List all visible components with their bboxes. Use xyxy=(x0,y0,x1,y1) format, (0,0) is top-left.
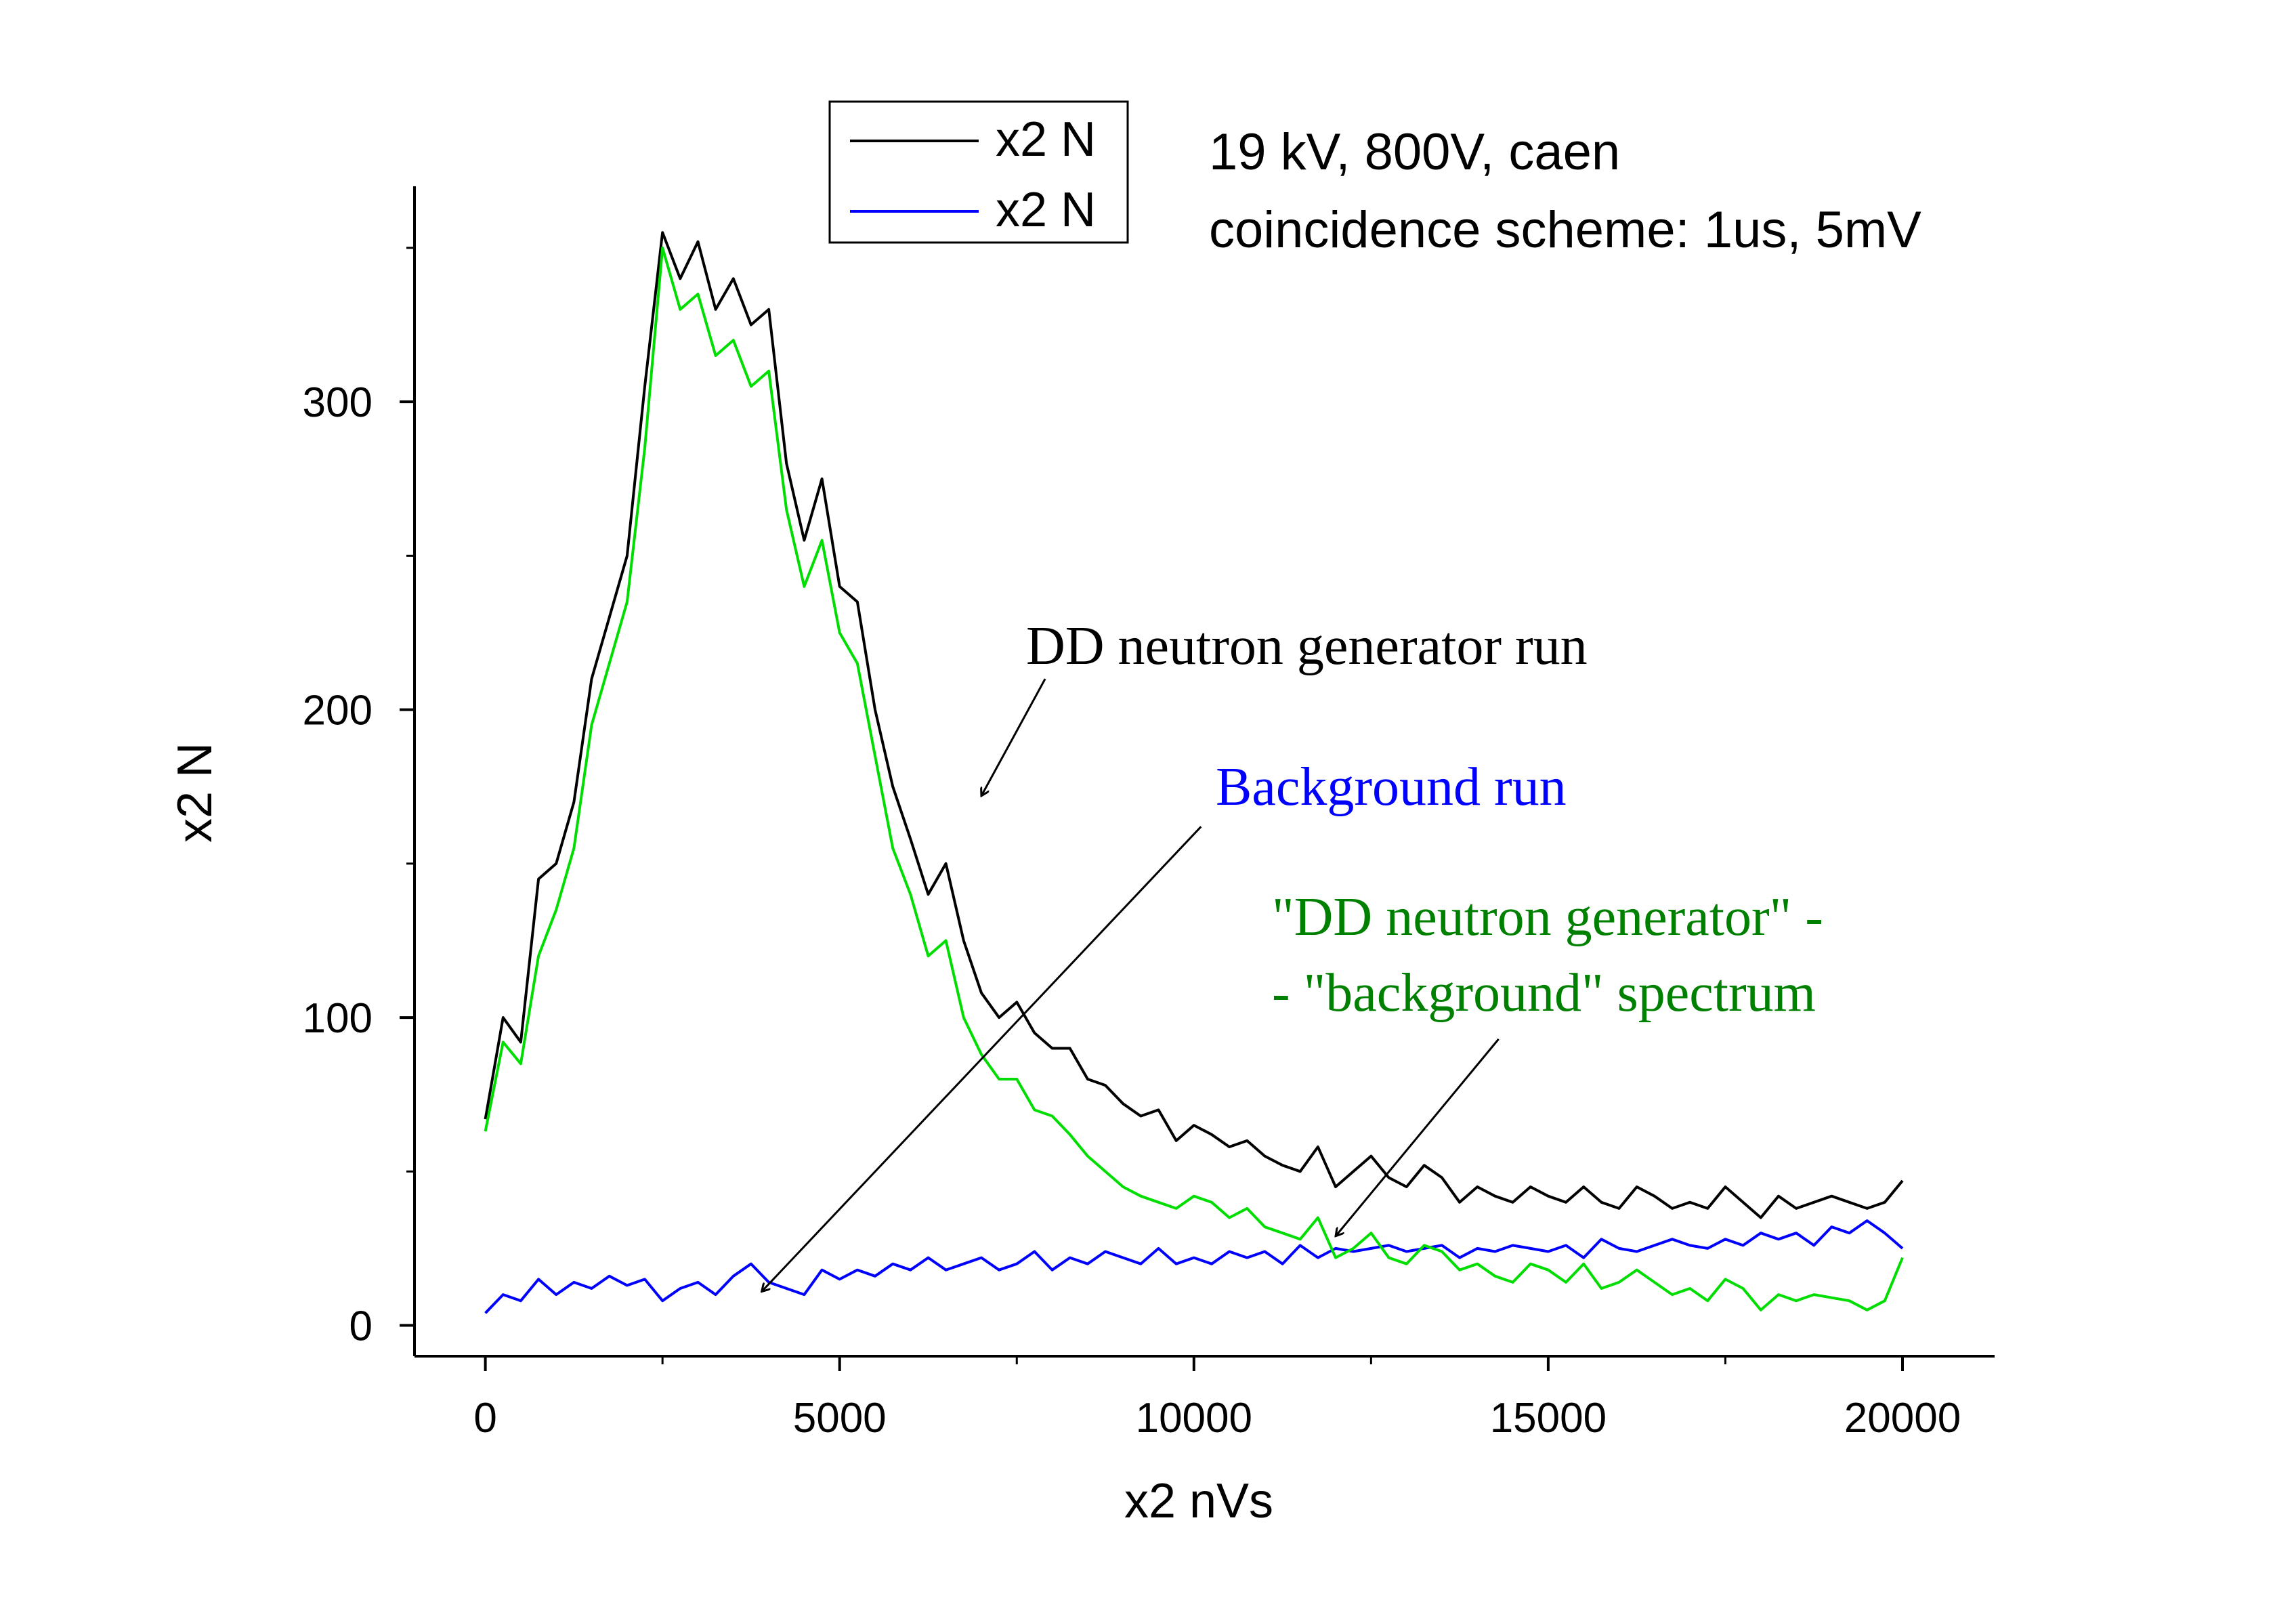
annotation-arrow-bg xyxy=(762,826,1202,1291)
legend-box xyxy=(828,100,1129,244)
y-tick-label: 0 xyxy=(349,1303,373,1350)
legend: x2 N x2 N xyxy=(828,100,1129,244)
x-tick-label: 20000 xyxy=(1844,1395,1961,1442)
annotations xyxy=(762,678,1500,1291)
x-tick-label: 10000 xyxy=(1136,1395,1252,1442)
annotation-arrow-diff xyxy=(1336,1038,1500,1236)
axes: 0 5000 10000 15000 20000 0 100 200 300 xyxy=(303,186,1995,1442)
annotation-arrow-dd xyxy=(981,678,1046,796)
y-tick-label: 100 xyxy=(303,995,373,1042)
series-line-2 xyxy=(484,246,1904,1311)
y-tick-label: 300 xyxy=(303,379,373,426)
annotation-difference-line-2: - "background" spectrum xyxy=(1272,963,1816,1023)
info-text-line-1: 19 kV, 800V, caen xyxy=(1209,123,1620,181)
x-tick-label: 15000 xyxy=(1490,1395,1607,1442)
series-line-1 xyxy=(484,1219,1904,1314)
annotation-dd-run: DD neutron generator run xyxy=(1026,616,1588,676)
x-axis-label: x2 nVs xyxy=(1124,1474,1273,1528)
annotation-difference-line-1: "DD neutron generator" - xyxy=(1272,887,1823,947)
y-tick-label: 200 xyxy=(303,688,373,734)
plot-area xyxy=(484,231,1904,1314)
legend-label-1: x2 N xyxy=(996,183,1096,237)
series-line-0 xyxy=(484,231,1904,1219)
annotation-background-run: Background run xyxy=(1216,757,1567,817)
info-text-line-2: coincidence scheme: 1us, 5mV xyxy=(1209,201,1921,259)
y-axis-label: x2 N xyxy=(168,742,222,843)
legend-label-0: x2 N xyxy=(996,112,1096,167)
x-tick-label: 0 xyxy=(473,1395,496,1442)
x-tick-label: 5000 xyxy=(793,1395,887,1442)
